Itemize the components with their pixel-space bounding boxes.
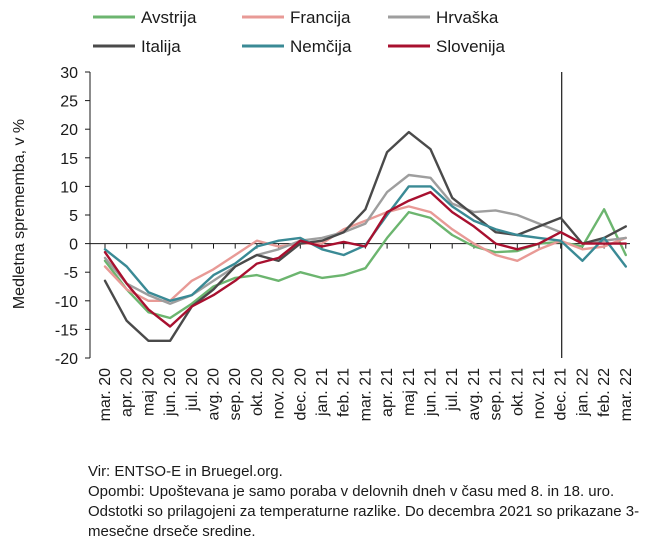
y-tick-label: -10: [55, 294, 78, 311]
series-line-5: [103, 190, 627, 328]
legend-label: Italija: [141, 37, 181, 56]
y-tick-label: 30: [60, 65, 78, 82]
legend-label: Nemčija: [290, 37, 352, 56]
chart-notes: Vir: ENTSO-E in Bruegel.org. Opombi: Upo…: [88, 462, 643, 542]
x-tick-label: sep. 21: [488, 368, 505, 421]
x-tick-label: apr. 20: [119, 368, 136, 417]
x-tick-label: jul. 21: [444, 368, 461, 412]
x-tick-label: mar. 22: [618, 368, 635, 421]
x-tick-label: apr. 21: [379, 368, 396, 417]
x-tick-label: maj 20: [140, 368, 157, 416]
y-tick-label: -5: [64, 265, 78, 282]
x-tick-label: mar. 20: [97, 368, 114, 421]
x-tick-label: okt. 20: [249, 368, 266, 416]
plot-area: [103, 72, 627, 358]
x-tick-label: avg. 20: [206, 368, 223, 421]
x-tick-label: nov. 21: [531, 368, 548, 419]
remarks-note: Opombi: Upoštevana je samo poraba v delo…: [88, 483, 640, 540]
y-tick-label: 25: [60, 94, 78, 111]
x-tick-label: mar. 21: [357, 368, 374, 421]
legend-label: Slovenija: [436, 37, 506, 56]
y-tick-label: -20: [55, 351, 78, 368]
y-tick-label: 15: [60, 151, 78, 168]
x-tick-label: dec. 20: [292, 368, 309, 421]
source-note: Vir: ENTSO-E in Bruegel.org.: [88, 463, 283, 480]
y-tick-label: 20: [60, 122, 78, 139]
y-axis: -20 -15 -10 -5 0 5 10 15 20 25 30: [55, 65, 91, 368]
x-tick-label: nov. 20: [271, 368, 288, 419]
x-tick-label: jun. 20: [162, 368, 179, 417]
x-tick-label: sep. 20: [227, 368, 244, 421]
x-tick-label: maj 21: [401, 368, 418, 416]
legend-label: Hrvaška: [436, 8, 499, 27]
x-tick-label: jan. 21: [314, 368, 331, 417]
legend-label: Avstrija: [141, 8, 197, 27]
x-tick-label: dec. 21: [553, 368, 570, 421]
x-tick-label: feb. 22: [596, 368, 613, 417]
chart-legend: Avstrija Francija Hrvaška Italija Nemčija Slo…: [93, 8, 506, 56]
y-tick-label: -15: [55, 322, 78, 339]
x-tick-label: feb. 21: [336, 368, 353, 417]
legend-label: Francija: [290, 8, 351, 27]
x-tick-label: okt. 21: [509, 368, 526, 416]
y-tick-label: 10: [60, 179, 78, 196]
y-tick-label: 5: [69, 208, 78, 225]
series-line-1: [103, 205, 627, 302]
x-axis: mar. 20 apr. 20 maj 20 jun. 20 jul. 20 avg. 2…: [90, 243, 635, 421]
x-tick-label: jul. 20: [184, 368, 201, 412]
series-line-0: [103, 208, 627, 320]
x-tick-label: jan. 22: [574, 368, 591, 417]
line-chart: Avstrija Francija Hrvaška Italija Nemčija Slo…: [11, 8, 635, 421]
x-tick-label: jun. 21: [423, 368, 440, 417]
y-axis-label: Medletna sprememba, v %: [11, 119, 28, 309]
y-tick-label: 0: [69, 237, 78, 254]
x-tick-label: avg. 21: [466, 368, 483, 421]
